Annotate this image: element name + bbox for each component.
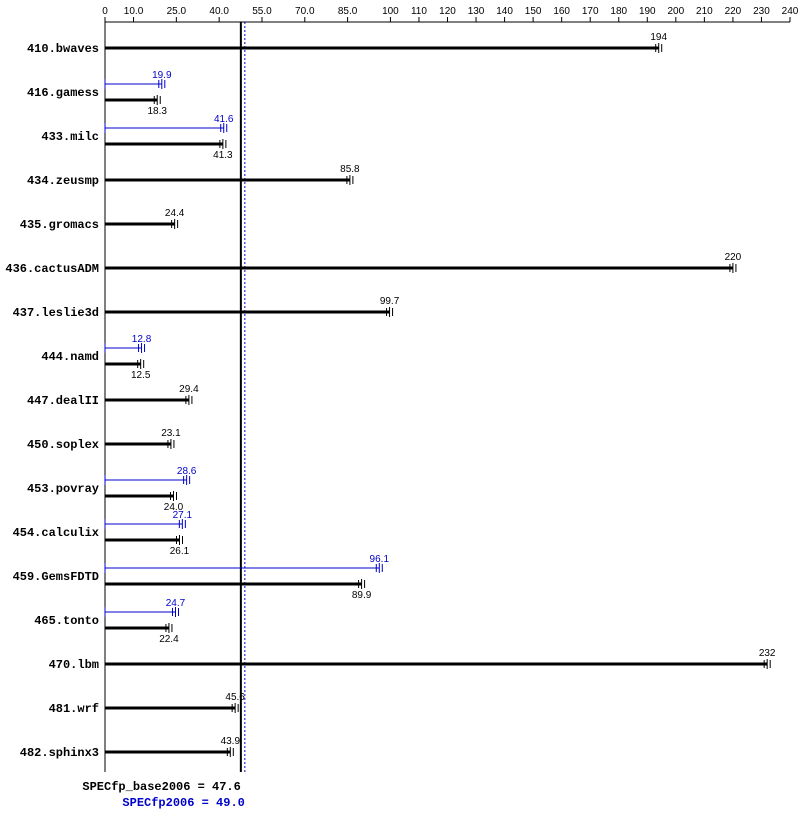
base-value-label: 43.9 [221, 736, 241, 747]
axis-tick-label: 170 [582, 6, 599, 17]
base-value-label: 18.3 [147, 106, 167, 117]
axis-tick-label: 140 [496, 6, 513, 17]
benchmark-label: 450.soplex [27, 438, 99, 452]
benchmark-label: 410.bwaves [27, 42, 99, 56]
axis-tick-label: 110 [411, 6, 427, 17]
summary-base-label: SPECfp_base2006 = 47.6 [82, 780, 240, 794]
axis-tick-label: 55.0 [252, 6, 272, 17]
benchmark-label: 470.lbm [49, 658, 99, 672]
benchmark-label: 453.povray [27, 482, 99, 496]
base-value-label: 89.9 [352, 590, 372, 601]
axis-tick-label: 200 [667, 6, 684, 17]
axis-tick-label: 190 [639, 6, 656, 17]
peak-value-label: 28.6 [177, 466, 197, 477]
axis-tick-label: 180 [610, 6, 627, 17]
axis-tick-label: 70.0 [295, 6, 315, 17]
peak-value-label: 41.6 [214, 114, 234, 125]
benchmark-label: 437.leslie3d [13, 306, 99, 320]
base-value-label: 41.3 [213, 150, 233, 161]
axis-tick-label: 120 [439, 6, 456, 17]
axis-tick-label: 40.0 [209, 6, 229, 17]
base-value-label: 99.7 [380, 296, 400, 307]
peak-value-label: 24.7 [166, 598, 186, 609]
base-value-label: 29.4 [179, 384, 199, 395]
benchmark-label: 481.wrf [49, 702, 99, 716]
benchmark-label: 459.GemsFDTD [13, 570, 99, 584]
base-value-label: 220 [725, 252, 742, 263]
peak-value-label: 96.1 [370, 554, 390, 565]
benchmark-label: 433.milc [41, 130, 99, 144]
axis-tick-label: 100 [382, 6, 399, 17]
base-value-label: 24.4 [165, 208, 185, 219]
benchmark-label: 444.namd [41, 350, 99, 364]
peak-value-label: 27.1 [173, 510, 193, 521]
base-value-label: 23.1 [161, 428, 181, 439]
base-value-label: 85.8 [340, 164, 360, 175]
base-value-label: 22.4 [159, 634, 179, 645]
axis-tick-label: 0 [102, 6, 108, 17]
axis-tick-label: 240 [782, 6, 799, 17]
base-value-label: 12.5 [131, 370, 151, 381]
base-value-label: 232 [759, 648, 776, 659]
benchmark-label: 416.gamess [27, 86, 99, 100]
chart-svg: 0 10.0 25.0 40.0 55.0 70.0 85.0 100 110 120 130 140… [0, 0, 799, 831]
axis-tick-label: 220 [725, 6, 742, 17]
benchmark-label: 436.cactusADM [5, 262, 99, 276]
benchmark-label: 465.tonto [34, 614, 99, 628]
axis-tick-label: 160 [553, 6, 570, 17]
summary-peak-label: SPECfp2006 = 49.0 [122, 796, 244, 810]
peak-value-label: 12.8 [132, 334, 152, 345]
axis-tick-label: 150 [525, 6, 542, 17]
axis-tick-label: 210 [696, 6, 713, 17]
benchmark-label: 454.calculix [13, 526, 99, 540]
benchmark-label: 482.sphinx3 [20, 746, 99, 760]
benchmark-label: 434.zeusmp [27, 174, 99, 188]
base-value-label: 194 [650, 32, 667, 43]
benchmark-label: 447.dealII [27, 394, 99, 408]
base-value-label: 45.6 [225, 692, 245, 703]
base-value-label: 26.1 [170, 546, 190, 557]
axis-tick-label: 230 [753, 6, 770, 17]
spec-benchmark-chart: 0 10.0 25.0 40.0 55.0 70.0 85.0 100 110 120 130 140… [0, 0, 799, 831]
peak-value-label: 19.9 [152, 70, 172, 81]
axis-tick-label: 130 [468, 6, 485, 17]
benchmark-label: 435.gromacs [20, 218, 99, 232]
axis-tick-label: 25.0 [167, 6, 187, 17]
axis-tick-label: 85.0 [338, 6, 358, 17]
axis-tick-label: 10.0 [124, 6, 144, 17]
